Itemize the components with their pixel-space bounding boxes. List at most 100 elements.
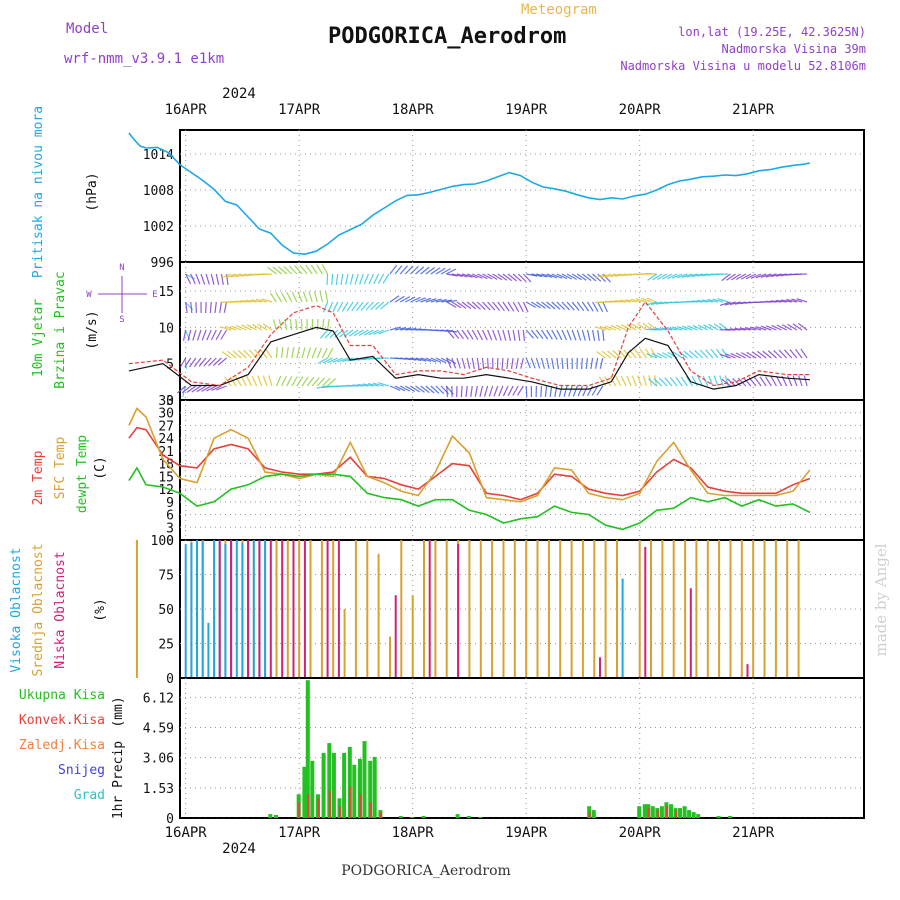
mid-cloud-bar	[468, 540, 471, 678]
wind-barb	[587, 273, 597, 282]
mid-cloud-bar	[786, 540, 789, 678]
wind-barb	[327, 378, 337, 387]
wind-barb	[394, 327, 406, 331]
wind-barb	[691, 273, 703, 278]
wind-barb	[261, 298, 273, 303]
wind-barb	[776, 324, 787, 331]
wind-barb	[251, 375, 258, 387]
wind-barb	[541, 329, 549, 340]
cloud-title-low: Niska Oblacnost	[53, 551, 68, 668]
wind-barb	[525, 385, 528, 398]
wind-barb	[597, 329, 600, 341]
wind-barb	[232, 350, 242, 359]
wind-barb	[206, 329, 212, 341]
wind-barb	[786, 298, 798, 303]
y-tick-label: 3	[166, 521, 174, 536]
wind-barb	[389, 295, 400, 303]
wind-barb	[451, 357, 457, 369]
wind-barb	[525, 357, 531, 369]
low-cloud-bar	[689, 588, 692, 678]
wind-barb	[691, 300, 703, 303]
wind-barb	[332, 357, 344, 363]
mid-cloud-bar	[423, 540, 425, 678]
wind-barb	[597, 273, 607, 283]
wind-barb	[600, 273, 611, 279]
wind-barb	[394, 295, 405, 303]
wind-barb	[240, 376, 247, 387]
wind-barb	[316, 377, 326, 387]
wind-barb	[595, 357, 599, 369]
wind-barb	[725, 353, 736, 359]
wind-barb	[185, 273, 192, 285]
wind-barb	[697, 324, 709, 331]
total-precip-bar	[342, 752, 347, 818]
wind-barb	[291, 376, 298, 387]
wind-barb	[375, 301, 385, 310]
wind-barb	[195, 301, 197, 314]
wind-barb	[646, 353, 657, 359]
model-name: wrf-nmm_v3.9.1 e1km	[64, 51, 224, 67]
temp-unit: (C)	[93, 456, 108, 479]
wind-barb	[626, 323, 637, 331]
wind-barb	[445, 268, 457, 275]
low-cloud-bar	[269, 540, 272, 678]
total-precip-bar	[466, 816, 471, 818]
wind-barb	[340, 273, 344, 285]
mid-cloud-bar	[354, 540, 357, 678]
wind-title-2: Brzina i Pravac	[53, 271, 68, 388]
mid-cloud-bar	[638, 540, 641, 678]
total-precip-bar	[728, 816, 732, 818]
wind-barb	[712, 298, 724, 303]
wind-barb	[446, 301, 457, 308]
wind-barb	[405, 357, 417, 361]
y-tick-label: 1014	[143, 148, 174, 163]
wind-barb	[332, 301, 339, 313]
total-precip-bar	[302, 766, 307, 818]
wind-barb	[506, 357, 509, 369]
mid-cloud-bar	[752, 540, 755, 678]
wind-barb	[316, 347, 323, 359]
wind-barb	[209, 301, 212, 314]
precip-legend: Ukupna Kisa Konvek.Kisa Zaledj.Kisa Snij…	[19, 688, 105, 803]
wind-barb	[404, 385, 416, 393]
wind-barb	[179, 357, 187, 368]
wind-barb	[251, 323, 263, 331]
wind-barb	[317, 357, 328, 365]
legend-freezing: Zaledj.Kisa	[19, 738, 105, 753]
wind-barb	[351, 301, 359, 312]
total-precip-bar	[716, 816, 721, 818]
wind-barb	[461, 329, 469, 340]
mid-cloud-bar	[559, 540, 562, 678]
wind-barb	[184, 357, 187, 369]
wind-barb	[516, 385, 524, 396]
mid-cloud-bar	[411, 595, 414, 678]
y-tick-label: 1008	[143, 184, 174, 199]
wind-barb	[265, 348, 273, 359]
panel-frame	[179, 677, 865, 819]
wind-barb	[652, 273, 663, 281]
wind-barb	[456, 301, 467, 309]
day-label-top: 21APR	[732, 102, 775, 118]
wind-barb	[675, 376, 683, 387]
wind-barb	[487, 301, 496, 311]
wind-barb	[378, 329, 390, 335]
wind-barb	[301, 376, 309, 387]
wind-barb	[451, 301, 462, 309]
wind-barb	[571, 273, 582, 281]
wind-barb	[425, 267, 435, 275]
total-precip-bar	[659, 806, 664, 818]
wind-barb	[471, 301, 481, 310]
wind-barb	[726, 273, 736, 281]
wind-barb	[492, 329, 498, 341]
wind-barb	[546, 273, 558, 279]
high-cloud-bar	[207, 622, 210, 678]
wind-barb	[581, 273, 592, 282]
day-label-top: 20APR	[619, 102, 662, 118]
total-precip-bar	[682, 806, 687, 818]
wind-barb	[766, 325, 777, 331]
wind-barb	[196, 329, 202, 341]
wind-barb	[278, 319, 283, 331]
wind-barb	[275, 346, 278, 359]
wind-barb	[525, 301, 536, 308]
wind-barb	[470, 385, 473, 397]
